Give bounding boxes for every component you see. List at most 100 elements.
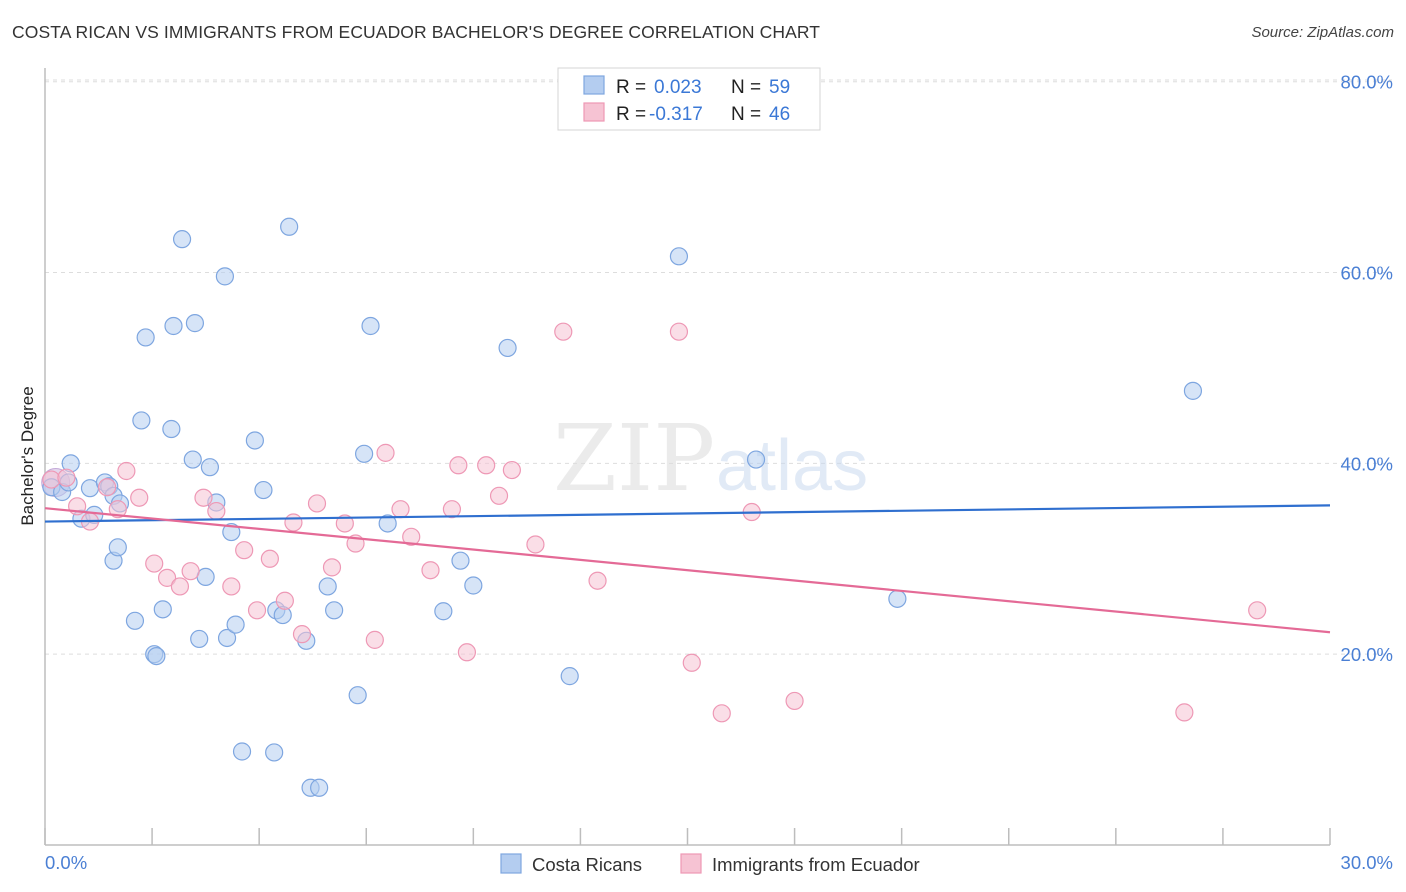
ecuador-point: [489, 486, 509, 505]
ecuador-point: [682, 653, 701, 672]
costa-rican-point: [464, 576, 483, 595]
series-legend-swatch-ecuador: [680, 853, 702, 874]
ecuador-point: [117, 461, 136, 481]
ecuador-point: [98, 478, 117, 497]
costa-rican-point: [254, 480, 273, 500]
ecuador-point: [247, 601, 267, 620]
legend-swatch-blue: [583, 75, 605, 95]
ecuador-point: [554, 322, 573, 341]
y-tick-label: 20.0%: [1341, 644, 1393, 665]
costa-rican-point: [451, 551, 470, 570]
costa-rican-point: [361, 316, 380, 336]
costa-rican-point: [378, 514, 397, 533]
ecuador-point: [1175, 703, 1194, 722]
costa-rican-point: [136, 328, 155, 347]
ecuador-point: [222, 577, 241, 596]
legend-n-value: 59: [769, 77, 790, 98]
costa-rican-point: [498, 338, 517, 358]
ecuador-point: [235, 541, 254, 560]
costa-rican-point: [434, 602, 453, 621]
costa-rican-point: [310, 778, 329, 797]
legend-swatch-pink: [583, 102, 605, 122]
costa-rican-point: [172, 230, 192, 249]
costa-rican-point: [1183, 381, 1203, 400]
costa-rican-point: [217, 628, 237, 648]
costa-rican-point: [162, 419, 181, 439]
series-legend-label-costa-ricans: Costa Ricans: [532, 854, 642, 875]
ecuador-point: [322, 558, 342, 577]
watermark-atlas: atlas: [716, 426, 868, 506]
y-tick-label: 60.0%: [1341, 263, 1393, 284]
costa-rican-trendline: [44, 504, 1331, 523]
costa-rican-point: [153, 600, 172, 619]
costa-rican-point: [560, 667, 579, 686]
costa-rican-point: [200, 458, 220, 477]
grid-layer: [44, 79, 1392, 845]
legend-r-label: R =: [616, 104, 646, 125]
ecuador-point: [391, 500, 410, 519]
costa-rican-point: [190, 629, 209, 649]
y-tick-label: 40.0%: [1341, 453, 1393, 474]
costa-rican-point: [888, 589, 907, 608]
ecuador-point: [157, 568, 177, 587]
stats-legend: R = 0.023 N = 59 R = -0.317 N = 46: [557, 67, 821, 131]
ecuador-point: [712, 704, 731, 723]
ecuador-point: [402, 527, 421, 546]
costa-rican-point: [746, 450, 766, 469]
series-legend: Costa Ricans Immigrants from Ecuador: [500, 853, 920, 875]
ecuador-trendline: [44, 507, 1331, 634]
ecuador-point: [376, 443, 395, 462]
ecuador-point: [145, 554, 164, 573]
costa-rican-point: [125, 611, 145, 630]
costa-rican-point: [222, 522, 241, 542]
ecuador-point: [194, 488, 213, 507]
legend-n-label: N =: [731, 77, 761, 98]
ecuador-point: [57, 468, 76, 487]
ecuador-point: [442, 500, 462, 519]
costa-rican-point: [348, 686, 367, 705]
source-label: Source: ZipAtlas.com: [1251, 24, 1394, 41]
legend-n-value: 46: [769, 104, 790, 125]
costa-rican-point: [185, 314, 205, 333]
costa-rican-point: [245, 431, 264, 450]
ecuador-point: [292, 625, 312, 644]
costa-rican-point: [108, 538, 127, 557]
costa-rican-point: [215, 267, 234, 286]
legend-r-label: R =: [616, 77, 646, 98]
series-legend-swatch-costa-ricans: [500, 853, 522, 874]
points-layer: [41, 217, 1267, 797]
tick-label-layer: 20.0% 40.0% 60.0% 80.0% 0.0% 30.0%: [45, 72, 1393, 873]
ecuador-point: [275, 591, 294, 610]
ecuador-point: [42, 470, 61, 489]
legend-r-value: 0.023: [654, 77, 702, 98]
x-tick-label: 0.0%: [45, 852, 87, 873]
series-legend-label-ecuador: Immigrants from Ecuador: [712, 854, 920, 875]
costa-rican-point: [232, 742, 252, 761]
axis-layer: [44, 68, 1330, 846]
ecuador-point: [130, 488, 149, 507]
ecuador-point: [449, 456, 468, 475]
ecuador-point: [108, 500, 127, 519]
costa-rican-point: [318, 577, 337, 596]
ecuador-point: [669, 322, 689, 341]
ecuador-point: [502, 460, 521, 480]
legend-n-label: N =: [731, 104, 761, 125]
ecuador-point: [181, 562, 200, 581]
costa-rican-point: [280, 217, 299, 236]
costa-rican-point: [669, 247, 689, 266]
costa-rican-point: [164, 316, 183, 336]
ecuador-point: [526, 535, 545, 554]
costa-rican-point: [183, 450, 202, 469]
ecuador-point: [421, 561, 440, 580]
ecuador-point: [588, 571, 607, 590]
ecuador-point: [477, 456, 496, 475]
ecuador-point: [335, 514, 354, 533]
chart-title: COSTA RICAN VS IMMIGRANTS FROM ECUADOR B…: [12, 22, 821, 42]
costa-rican-point: [226, 615, 245, 634]
ecuador-point: [365, 630, 384, 649]
costa-rican-point: [355, 444, 374, 463]
x-tick-label: 30.0%: [1341, 852, 1393, 873]
ecuador-point: [170, 577, 190, 596]
costa-rican-point: [265, 743, 284, 762]
